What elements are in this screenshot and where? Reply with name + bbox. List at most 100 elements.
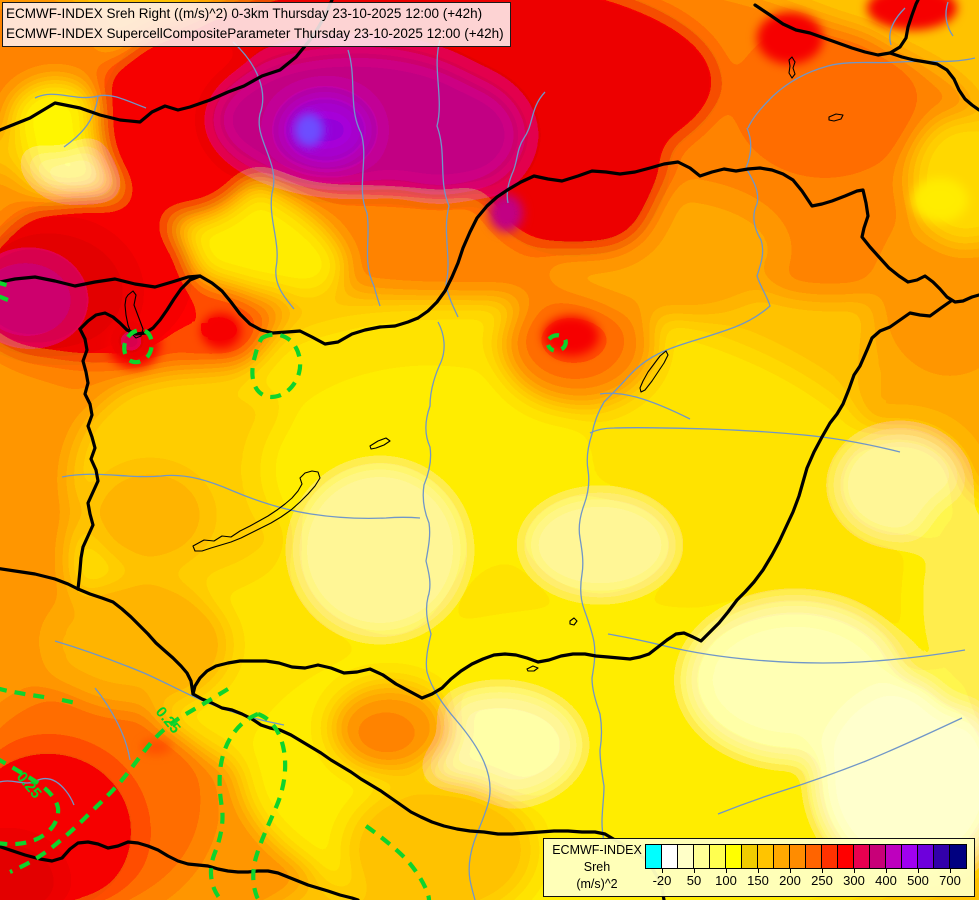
legend-box: ECMWF-INDEX Sreh (m/s)^2 -20 50 100 150 200 2…: [543, 838, 975, 897]
legend-tick-label: 50: [686, 873, 702, 888]
river: [607, 633, 966, 664]
legend-label-line1: ECMWF-INDEX: [552, 843, 642, 857]
legend-color-swatch: [710, 845, 726, 868]
legend-color-swatch: [694, 845, 710, 868]
lake-velence: [369, 437, 391, 450]
title-line-1: ECMWF-INDEX Sreh Right ((m/s)^2) 0-3km T…: [6, 6, 483, 21]
legend-tick-mark: [726, 868, 727, 873]
river: [0, 777, 75, 806]
legend-tick-label: 250: [811, 873, 833, 888]
legend-tick-mark: [790, 868, 791, 873]
border-drava: [191, 659, 424, 700]
lake-small: [788, 56, 796, 79]
legend-color-swatch: [806, 845, 822, 868]
legend-tick-label: 150: [747, 873, 769, 888]
lake-small: [526, 665, 539, 672]
border-ukraine-top: [753, 0, 920, 57]
border-croatia-serbia: [76, 587, 666, 900]
border-romania: [420, 299, 953, 700]
scp-contour: [546, 333, 568, 353]
legend-color-swatch: [870, 845, 886, 868]
legend-color-swatch: [854, 845, 870, 868]
legend-tick-label: 100: [715, 873, 737, 888]
legend-color-swatch: [662, 845, 678, 868]
river: [347, 49, 381, 307]
river: [945, 1, 954, 37]
lake-small: [569, 617, 578, 626]
river: [63, 95, 99, 148]
scp-contour: [364, 824, 432, 900]
lake-tisza: [639, 350, 669, 393]
title-line-2: ECMWF-INDEX SupercellCompositeParameter …: [6, 26, 504, 41]
scp-contours: [0, 280, 568, 900]
legend-color-swatch: [726, 845, 742, 868]
legend-tick-label: 200: [779, 873, 801, 888]
legend-color-swatch: [790, 845, 806, 868]
legend-tick-mark: [918, 868, 919, 873]
lakes: [124, 56, 844, 672]
legend-color-swatch: [646, 845, 662, 868]
legend-tick-mark: [694, 868, 695, 873]
border-danube-nw: [0, 274, 420, 346]
legend-color-swatch: [902, 845, 918, 868]
scp-contour: [250, 332, 303, 400]
title-box: ECMWF-INDEX Sreh Right ((m/s)^2) 0-3km T…: [2, 2, 511, 47]
river: [94, 687, 131, 761]
legend-tick-mark: [758, 868, 759, 873]
scp-contour: [122, 328, 154, 365]
legend-label: ECMWF-INDEX Sreh (m/s)^2: [550, 842, 644, 893]
legend-color-swatch: [758, 845, 774, 868]
scp-contour: [0, 686, 77, 706]
legend-tick-label: 400: [875, 873, 897, 888]
border-bratislava-pocket: [78, 274, 202, 336]
legend-color-swatch: [918, 845, 934, 868]
legend-color-swatch: [886, 845, 902, 868]
scp-contour: [208, 712, 259, 900]
legend-color-swatch: [934, 845, 950, 868]
legend-tick-mark: [662, 868, 663, 873]
scp-contour: [0, 757, 61, 847]
scp-contour: [0, 280, 11, 302]
legend-colorbar: [645, 844, 967, 869]
river: [889, 7, 906, 46]
legend-tick-label: 700: [939, 873, 961, 888]
river: [717, 717, 963, 815]
legend-tick-mark: [886, 868, 887, 873]
legend-tick-label: 500: [907, 873, 929, 888]
legend-label-line2: Sreh: [583, 860, 611, 874]
legend-tick-label: 300: [843, 873, 865, 888]
river: [599, 392, 691, 420]
river: [61, 473, 421, 520]
legend-color-swatch: [742, 845, 758, 868]
legend-tick-mark: [854, 868, 855, 873]
border-ukraine-east: [888, 51, 979, 112]
legend-tick-mark: [950, 868, 951, 873]
river: [232, 41, 295, 310]
border-bosnia: [0, 840, 360, 900]
river: [436, 39, 459, 318]
scp-contour: [251, 712, 288, 900]
legend-tick-mark: [822, 868, 823, 873]
scp-contour: [9, 687, 230, 874]
legend-color-swatch: [678, 845, 694, 868]
lake-small: [828, 113, 844, 122]
river-tisza: [578, 127, 771, 842]
lake-neusiedl: [124, 290, 144, 339]
border-austria-west: [76, 327, 100, 591]
legend-label-line3: (m/s)^2: [576, 877, 618, 891]
river: [589, 426, 901, 453]
lake-balaton: [192, 470, 321, 552]
legend-color-swatch: [950, 845, 966, 868]
border-slovakia-north: [416, 160, 979, 320]
legend-color-swatch: [774, 845, 790, 868]
legend-color-swatch: [822, 845, 838, 868]
legend-color-swatch: [838, 845, 854, 868]
legend-tick-label: -20: [652, 873, 672, 888]
border-slovenia: [0, 567, 80, 591]
river-danube: [422, 321, 491, 900]
sreh-field-spots: [108, 0, 968, 754]
